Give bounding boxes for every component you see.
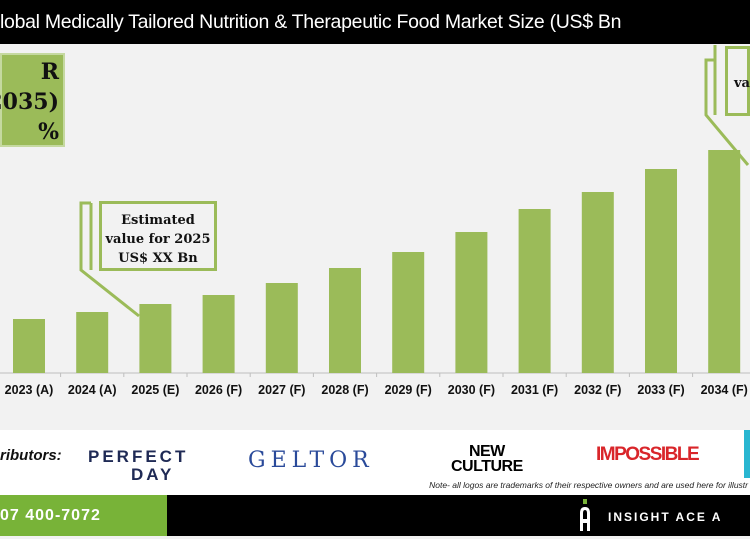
insight-ace-logo-icon bbox=[580, 499, 590, 531]
callout-right: va bbox=[725, 46, 750, 116]
x-tick-label: 2025 (E) bbox=[131, 383, 179, 397]
bar-2024-a bbox=[76, 312, 109, 373]
logo-partial-teal bbox=[744, 430, 750, 478]
x-tick-label: 2033 (F) bbox=[637, 383, 684, 397]
bar-2034-f bbox=[708, 150, 741, 373]
contributors-label: ributors: bbox=[0, 447, 62, 464]
callout-2025-line1: Estimated bbox=[121, 213, 195, 228]
bar-2026-f bbox=[202, 295, 235, 373]
bar-2031-f bbox=[518, 209, 551, 373]
trademark-note: Note- all logos are trademarks of their … bbox=[429, 480, 748, 490]
logo-impossible: IMPOSSIBLE bbox=[596, 444, 700, 465]
bar-2032-f bbox=[581, 192, 614, 373]
bar-2028-f bbox=[329, 268, 361, 373]
x-tick-label: 2030 (F) bbox=[448, 383, 495, 397]
footer-bar: 07 400-7072 INSIGHT ACE A bbox=[0, 495, 750, 536]
contributors-strip: ributors: PERFECT DAY GELTOR NEW CULTURE I… bbox=[0, 430, 750, 495]
cagr-line3: % bbox=[38, 119, 59, 145]
cagr-line2: 2035) bbox=[0, 89, 59, 115]
bar-2030-f bbox=[455, 232, 488, 373]
x-tick-label: 2027 (F) bbox=[258, 383, 305, 397]
callout-2025: Estimated value for 2025 US$ XX Bn bbox=[99, 201, 217, 271]
callout-2025-line2: value for 2025 bbox=[105, 232, 211, 247]
x-tick-label: 2028 (F) bbox=[321, 383, 368, 397]
bar-2027-f bbox=[265, 283, 298, 373]
x-tick-label: 2024 (A) bbox=[68, 383, 117, 397]
x-tick-label: 2026 (F) bbox=[195, 383, 242, 397]
logo-new-culture-line2: CULTURE bbox=[451, 458, 523, 475]
bar-2029-f bbox=[392, 252, 425, 373]
logo-perfect-day-line2: DAY bbox=[131, 465, 175, 484]
callout-right-connector bbox=[704, 58, 750, 166]
bar-2033-f bbox=[645, 169, 677, 373]
x-tick-label: 2032 (F) bbox=[574, 383, 621, 397]
bar-2023-a bbox=[13, 319, 45, 373]
logo-geltor: GELTOR bbox=[248, 448, 374, 473]
bar-2025-e bbox=[139, 304, 172, 373]
logo-new-culture: NEW CULTURE bbox=[451, 443, 523, 475]
chart-title-bar: lobal Medically Tailored Nutrition & The… bbox=[0, 0, 750, 44]
callout-connectors bbox=[79, 45, 750, 318]
logo-perfect-day-line1: PERFECT bbox=[88, 447, 189, 466]
x-tick-label: 2023 (A) bbox=[5, 383, 54, 397]
phone-number: 07 400-7072 bbox=[0, 495, 167, 536]
x-tick-label: 2029 (F) bbox=[385, 383, 432, 397]
brand-name: INSIGHT ACE A bbox=[608, 510, 723, 524]
x-tick-label: 2031 (F) bbox=[511, 383, 558, 397]
callout-2025-connector bbox=[79, 201, 140, 318]
cagr-box: R 2035) % bbox=[0, 53, 65, 147]
callout-right-text: va bbox=[734, 76, 750, 91]
callout-2025-line3: US$ XX Bn bbox=[118, 251, 198, 266]
cagr-line1: R bbox=[40, 59, 59, 85]
x-tick-label: 2034 (F) bbox=[701, 383, 748, 397]
bar-chart: 2023 (A) 2024 (A) 2025 (E) 2026 (F) 2027 (F)… bbox=[0, 45, 750, 397]
phone-text: 07 400-7072 bbox=[0, 507, 101, 524]
chart-title: lobal Medically Tailored Nutrition & The… bbox=[0, 11, 622, 33]
logo-perfect-day: PERFECT DAY bbox=[88, 448, 188, 484]
logo-new-culture-line1: NEW bbox=[468, 443, 505, 460]
